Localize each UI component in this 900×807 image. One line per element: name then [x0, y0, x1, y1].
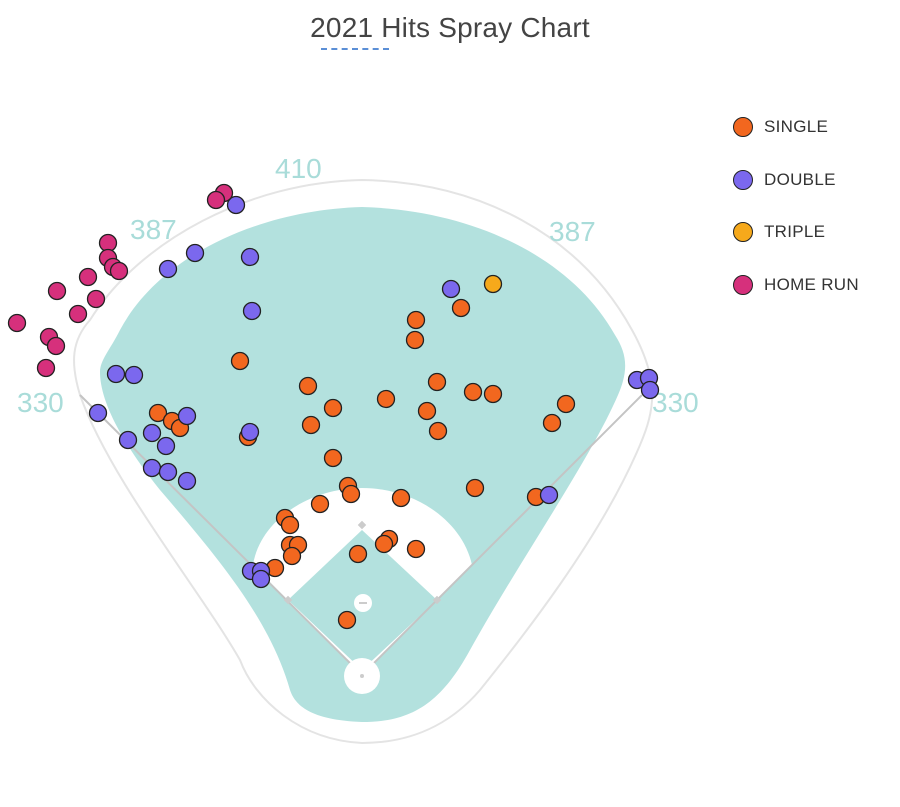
legend-label-triple: TRIPLE — [764, 222, 826, 241]
hit-point-home-run[interactable] — [86, 289, 106, 309]
legend-item-single[interactable]: SINGLE — [733, 114, 859, 140]
hit-point-double[interactable] — [158, 462, 178, 482]
legend-swatch-single — [733, 117, 753, 137]
hit-point-home-run[interactable] — [36, 358, 56, 378]
pitchers-rubber — [359, 602, 367, 604]
hit-point-double[interactable] — [539, 485, 559, 505]
hit-point-double[interactable] — [118, 430, 138, 450]
hit-point-double[interactable] — [142, 458, 162, 478]
hit-point-double[interactable] — [640, 380, 660, 400]
chart-title-wrap: 2021 Hits Spray Chart — [0, 12, 900, 44]
legend-label-single: SINGLE — [764, 117, 829, 136]
field-grass — [100, 207, 626, 722]
hit-point-single[interactable] — [391, 488, 411, 508]
hit-point-single[interactable] — [337, 610, 357, 630]
legend-swatch-home-run — [733, 274, 753, 295]
hit-point-single[interactable] — [451, 298, 471, 318]
hit-point-single[interactable] — [310, 494, 330, 514]
right-foul-line — [361, 394, 643, 676]
hit-point-single[interactable] — [341, 484, 361, 504]
legend: SINGLE DOUBLE TRIPLE HOME RUN — [733, 114, 859, 324]
hit-point-home-run[interactable] — [46, 336, 66, 356]
hit-point-single[interactable] — [483, 384, 503, 404]
hit-point-double[interactable] — [242, 301, 262, 321]
third-base — [283, 595, 293, 605]
hit-point-home-run[interactable] — [7, 313, 27, 333]
hit-point-single[interactable] — [463, 382, 483, 402]
hit-point-home-run[interactable] — [47, 281, 67, 301]
hit-point-single[interactable] — [374, 534, 394, 554]
legend-label-home-run: HOME RUN — [764, 274, 859, 294]
hit-point-double[interactable] — [106, 364, 126, 384]
hit-point-single[interactable] — [230, 351, 250, 371]
hit-point-double[interactable] — [142, 423, 162, 443]
hit-point-single[interactable] — [465, 478, 485, 498]
legend-item-double[interactable]: DOUBLE — [733, 167, 859, 193]
hit-point-home-run[interactable] — [68, 304, 88, 324]
title-underline — [321, 48, 389, 50]
hit-point-double[interactable] — [240, 247, 260, 267]
hit-point-single[interactable] — [280, 515, 300, 535]
hit-point-single[interactable] — [427, 372, 447, 392]
hit-point-single[interactable] — [556, 394, 576, 414]
hit-points — [7, 183, 660, 630]
hit-point-single[interactable] — [405, 330, 425, 350]
hit-point-double[interactable] — [251, 569, 271, 589]
hit-point-single[interactable] — [323, 398, 343, 418]
hit-point-home-run[interactable] — [78, 267, 98, 287]
legend-label-double: DOUBLE — [764, 169, 836, 189]
hit-point-single[interactable] — [428, 421, 448, 441]
second-base — [357, 520, 367, 530]
hit-point-single[interactable] — [282, 546, 302, 566]
hit-point-single[interactable] — [376, 389, 396, 409]
first-base — [432, 595, 442, 605]
distance-left-center: 387 — [130, 214, 177, 245]
legend-swatch-triple — [733, 222, 753, 242]
hit-point-double[interactable] — [441, 279, 461, 299]
hit-point-single[interactable] — [148, 403, 168, 423]
hit-point-double[interactable] — [240, 422, 260, 442]
hit-point-single[interactable] — [542, 413, 562, 433]
hit-point-single[interactable] — [323, 448, 343, 468]
legend-item-home-run[interactable]: HOME RUN — [733, 272, 859, 298]
hit-point-single[interactable] — [417, 401, 437, 421]
hit-point-double[interactable] — [177, 406, 197, 426]
hit-point-double[interactable] — [124, 365, 144, 385]
hit-point-home-run[interactable] — [206, 190, 226, 210]
hit-point-double[interactable] — [88, 403, 108, 423]
distance-center: 410 — [275, 153, 322, 184]
chart-title: 2021 Hits Spray Chart — [310, 12, 590, 43]
hit-point-single[interactable] — [298, 376, 318, 396]
distance-left-line: 330 — [17, 387, 64, 418]
legend-item-triple[interactable]: TRIPLE — [733, 219, 859, 245]
hit-point-single[interactable] — [348, 544, 368, 564]
hit-point-double[interactable] — [158, 259, 178, 279]
home-plate — [360, 674, 364, 678]
hit-point-double[interactable] — [177, 471, 197, 491]
hit-point-single[interactable] — [406, 539, 426, 559]
hit-point-triple[interactable] — [483, 274, 503, 294]
legend-swatch-double — [733, 169, 753, 190]
hit-point-double[interactable] — [185, 243, 205, 263]
hit-point-double[interactable] — [226, 195, 246, 215]
hit-point-single[interactable] — [301, 415, 321, 435]
distance-right-center: 387 — [549, 216, 596, 247]
hit-point-single[interactable] — [406, 310, 426, 330]
distance-right-line: 330 — [652, 387, 699, 418]
hit-point-home-run[interactable] — [109, 261, 129, 281]
hit-point-double[interactable] — [156, 436, 176, 456]
